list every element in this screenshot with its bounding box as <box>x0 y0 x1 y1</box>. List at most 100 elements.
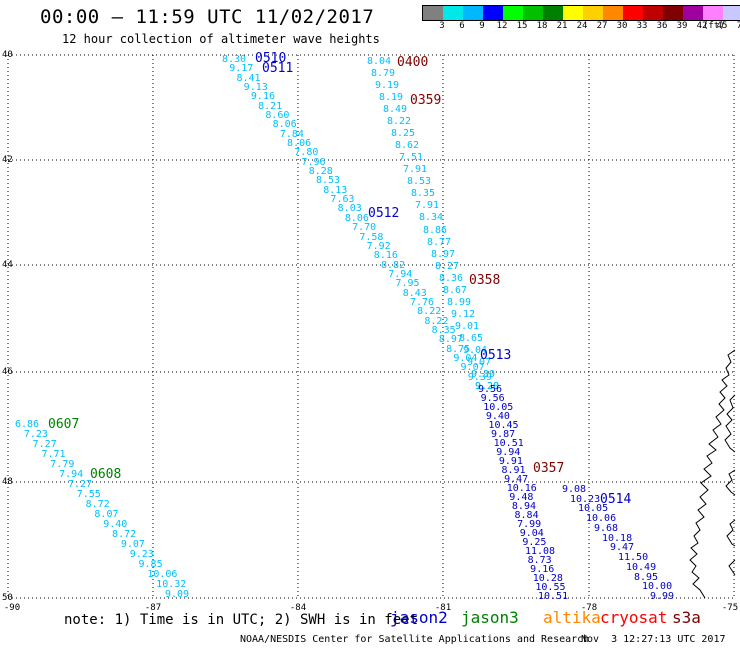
wave-height-label: 7.71 <box>41 449 66 460</box>
pass-time-label: 0359 <box>410 93 442 108</box>
wave-height-label: 9.07 <box>120 539 145 550</box>
wave-height-label: 7.23 <box>23 429 48 440</box>
wave-height-label: 8.07 <box>94 509 119 520</box>
wave-height-label: 9.68 <box>594 522 619 534</box>
wave-height-label: 8.28 <box>308 166 333 178</box>
wave-height-label: 8.62 <box>395 140 420 152</box>
legend-unit: (ft) <box>703 21 725 31</box>
lon-label: -81 <box>434 603 452 613</box>
wave-height-label: 7.27 <box>67 479 93 490</box>
wave-height-label: 10.51 <box>493 438 524 449</box>
legend-swatch <box>443 6 463 20</box>
wave-height-label: 8.86 <box>423 224 448 236</box>
pass-time-label: 0357 <box>533 461 565 476</box>
legend-swatch <box>483 6 503 20</box>
lon-label: -78 <box>580 603 598 613</box>
lon-label: -87 <box>144 603 162 613</box>
legend-tick: 30 <box>616 21 628 31</box>
map-subtitle: 12 hour collection of altimeter wave hei… <box>62 32 380 46</box>
wave-height-label: 8.06 <box>344 212 369 224</box>
wave-height-label: 7.95 <box>395 278 420 290</box>
legend-swatch <box>603 6 623 20</box>
wave-height-label: 7.80 <box>294 147 319 159</box>
wave-height-label: 8.97 <box>438 334 463 346</box>
wave-height-label: 10.18 <box>602 532 633 544</box>
wave-height-label: 7.84 <box>279 128 304 140</box>
wave-height-label: 8.72 <box>112 529 137 540</box>
map-title: 00:00 — 11:59 UTC 11/02/2017 <box>40 6 375 28</box>
legend-swatch <box>683 6 703 20</box>
wave-height-label: 9.09 <box>165 589 190 600</box>
legend-tick: 6 <box>459 21 465 31</box>
wave-height-label: 9.56 <box>480 393 505 404</box>
wave-height-label: 10.16 <box>506 483 537 494</box>
wave-height-label: 9.56 <box>478 384 503 395</box>
pass-time-label: 0514 <box>600 492 632 507</box>
wave-height-label: 9.25 <box>522 537 547 548</box>
wave-height-label: 8.82 <box>381 259 406 271</box>
wave-height-label: 9.99 <box>650 591 675 602</box>
legend-swatch <box>703 6 723 20</box>
wave-height-label: 8.73 <box>527 555 552 566</box>
wave-height-label: 7.58 <box>359 231 384 243</box>
legend-tick: 33 <box>636 21 648 31</box>
legend-tick: 36 <box>656 21 668 31</box>
legend-swatch <box>563 6 583 20</box>
wave-height-label: 7.51 <box>399 152 424 164</box>
wave-height-label: 9.39 <box>467 371 492 383</box>
wave-height-label: 9.94 <box>496 447 521 458</box>
legend-tick: 12 <box>496 21 508 31</box>
legend-swatch <box>543 6 563 20</box>
wave-height-label: 6.86 <box>15 419 40 430</box>
wave-height-label: 8.99 <box>447 296 472 308</box>
wave-height-label: 9.20 <box>475 381 500 392</box>
pass-time-label: 0511 <box>262 61 294 76</box>
legend-swatch <box>423 6 443 20</box>
wave-height-label: 9.48 <box>509 492 534 503</box>
wave-height-label: 8.27 <box>435 260 460 272</box>
wave-height-label: 9.40 <box>485 411 510 422</box>
wave-height-label: 9.07 <box>467 356 492 368</box>
wave-height-label: 8.22 <box>387 116 412 128</box>
wave-height-label: 7.79 <box>50 459 75 470</box>
coastline <box>689 349 736 599</box>
wave-height-label: 7.91 <box>415 200 440 212</box>
legend-tick: 9 <box>479 21 485 31</box>
legend-tick: 27 <box>596 21 608 31</box>
legend-swatch <box>583 6 603 20</box>
note-text: note: 1) Time is in UTC; 2) SWH is in fe… <box>64 612 419 628</box>
legend-swatch <box>463 6 483 20</box>
wave-height-label: 8.67 <box>443 284 468 296</box>
lat-label: 46 <box>2 367 13 377</box>
wave-height-label: 7.76 <box>409 296 435 308</box>
wave-height-label: 9.19 <box>375 80 400 92</box>
lat-label: 48 <box>2 477 13 487</box>
wave-height-label: 7.94 <box>388 268 413 280</box>
wave-height-label: 8.36 <box>439 272 464 284</box>
lon-label: -90 <box>3 603 21 613</box>
legend-tick: 3 <box>439 21 445 31</box>
wave-height-label: 10.28 <box>532 573 563 584</box>
wave-height-label: 7.70 <box>352 222 377 234</box>
wave-height-label: 10.06 <box>586 513 617 525</box>
wave-height-label: 8.06 <box>287 138 312 150</box>
wave-height-label: 9.39 <box>471 368 496 380</box>
wave-height-label: 10.23 <box>570 493 601 505</box>
pass-time-label: 0608 <box>90 467 122 482</box>
wave-height-label: 10.05 <box>483 402 514 413</box>
wave-height-label: 9.08 <box>562 484 587 495</box>
pass-time-label: 0512 <box>368 206 400 221</box>
wave-height-label: 9.47 <box>504 474 529 485</box>
wave-height-label: 7.92 <box>366 240 391 252</box>
wave-height-label: 9.47 <box>610 542 635 554</box>
legend-swatch <box>503 6 523 20</box>
wave-height-label: 8.77 <box>427 236 452 248</box>
wave-height-label: 10.05 <box>578 503 609 515</box>
wave-height-label: 8.41 <box>236 72 261 84</box>
wave-height-label: 8.35 <box>431 324 456 336</box>
wave-height-label: 10.00 <box>642 581 673 593</box>
wave-height-label: 8.75 <box>446 343 471 355</box>
pass-time-label: 0607 <box>48 417 80 432</box>
legend-swatch <box>663 6 683 20</box>
